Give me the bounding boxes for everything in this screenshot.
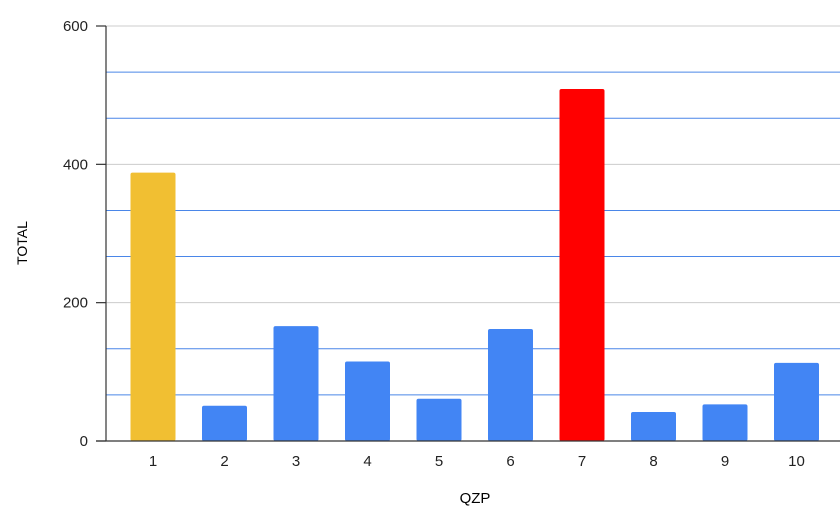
y-axis-title: TOTAL (14, 221, 30, 265)
bar-8 (631, 411, 676, 441)
bar-6 (488, 328, 533, 441)
x-tick-label: 3 (292, 453, 300, 470)
y-tick-label: 600 (63, 18, 88, 35)
bar-2 (202, 405, 247, 441)
axes (96, 25, 840, 442)
y-tick-label: 0 (80, 433, 88, 450)
x-tick-label: 1 (149, 453, 157, 470)
bar-4 (345, 361, 390, 441)
bar-1 (130, 172, 176, 441)
y-tick-label: 200 (63, 295, 88, 312)
x-tick-label: 7 (578, 453, 586, 470)
x-tick-label: 2 (220, 453, 228, 470)
gridlines (106, 25, 840, 396)
x-tick-label: 5 (435, 453, 443, 470)
x-tick-label: 10 (788, 453, 805, 470)
x-tick-label: 8 (649, 453, 657, 470)
bar-9 (702, 404, 748, 441)
bars (130, 88, 819, 442)
bar-3 (273, 326, 319, 441)
bar-5 (416, 398, 462, 441)
tick-labels: 1 2 3 4 5 6 7 8 9 10 0 200 400 600 (63, 18, 805, 470)
x-tick-label: 6 (506, 453, 514, 470)
y-tick-label: 400 (63, 156, 88, 173)
x-tick-label: 9 (721, 453, 729, 470)
bar-10 (774, 362, 819, 441)
x-tick-label: 4 (363, 453, 371, 470)
x-axis-title: QZP (460, 490, 491, 507)
bar-7 (559, 88, 605, 442)
